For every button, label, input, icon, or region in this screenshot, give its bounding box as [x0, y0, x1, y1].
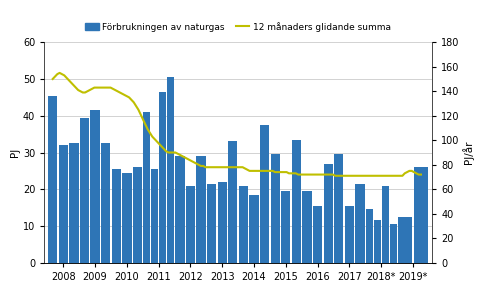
Bar: [48, 95, 57, 263]
Bar: [228, 141, 238, 263]
Legend: Förbrukningen av naturgas, 12 månaders glidande summa: Förbrukningen av naturgas, 12 månaders g…: [82, 18, 395, 35]
Bar: [58, 145, 68, 263]
Bar: [80, 117, 89, 263]
Bar: [101, 143, 110, 263]
Bar: [196, 156, 206, 263]
Bar: [302, 191, 312, 263]
Bar: [334, 154, 344, 263]
Bar: [324, 164, 333, 263]
Bar: [186, 185, 195, 263]
Bar: [175, 156, 185, 263]
Bar: [260, 125, 269, 263]
Bar: [239, 185, 248, 263]
Bar: [133, 167, 142, 263]
Bar: [207, 184, 217, 263]
Bar: [122, 173, 132, 263]
Bar: [90, 110, 100, 263]
Bar: [366, 210, 373, 263]
Bar: [390, 224, 397, 263]
Bar: [281, 191, 291, 263]
Bar: [159, 92, 166, 263]
Bar: [249, 195, 259, 263]
Bar: [382, 185, 389, 263]
Bar: [313, 206, 322, 263]
Bar: [111, 169, 121, 263]
Bar: [69, 143, 79, 263]
Bar: [167, 77, 174, 263]
Bar: [292, 140, 301, 263]
Bar: [151, 169, 158, 263]
Bar: [218, 182, 227, 263]
Bar: [143, 112, 150, 263]
Bar: [345, 206, 354, 263]
Bar: [271, 154, 280, 263]
Bar: [414, 167, 428, 263]
Y-axis label: PJ/år: PJ/år: [463, 141, 474, 164]
Bar: [355, 184, 365, 263]
Y-axis label: PJ: PJ: [10, 148, 20, 157]
Bar: [398, 217, 412, 263]
Bar: [374, 220, 381, 263]
